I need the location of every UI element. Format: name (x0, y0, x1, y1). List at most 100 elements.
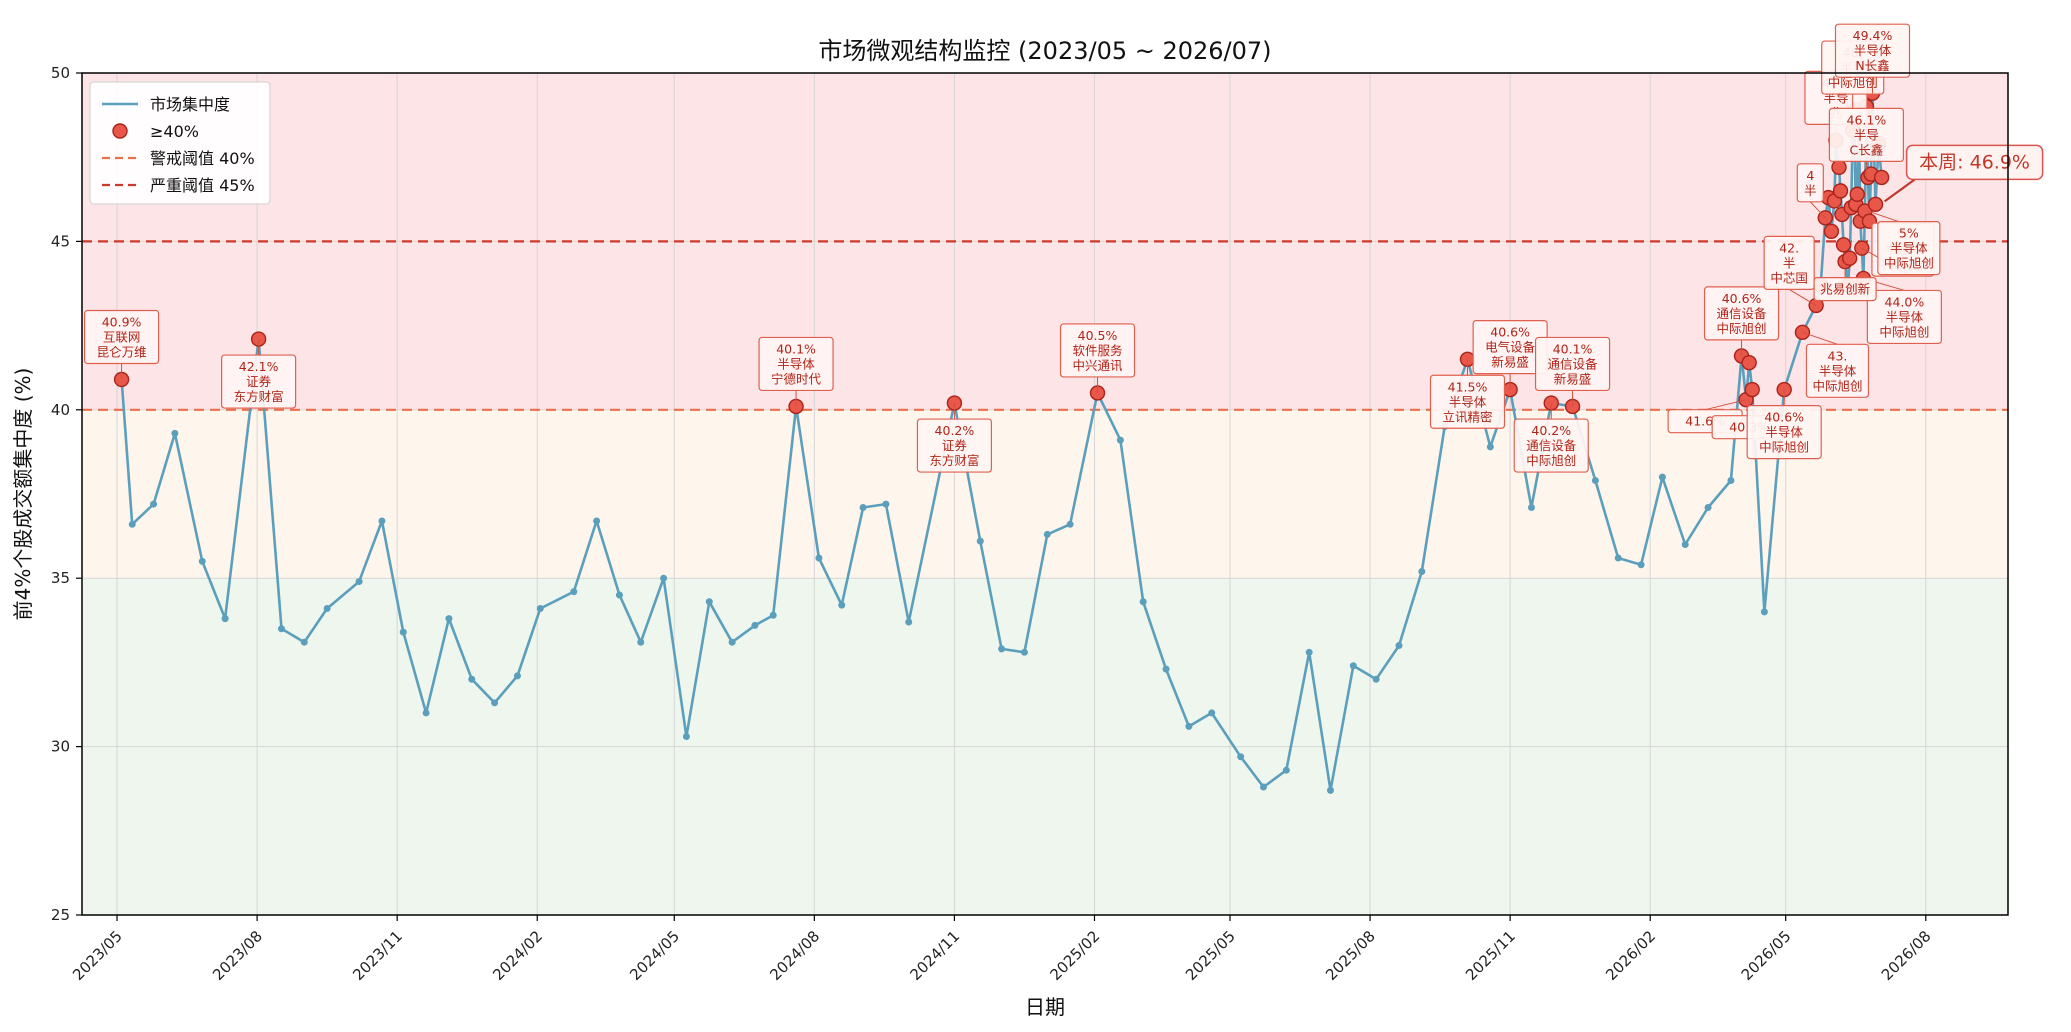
data-point (1259, 783, 1267, 791)
annotation-box (83, 309, 160, 365)
data-point (838, 601, 846, 609)
annotation-text: 证券 (246, 374, 272, 389)
annotation-box (1813, 277, 1877, 302)
data-point (1658, 473, 1666, 481)
annotation-box (1429, 374, 1506, 429)
annotation-text: 半 (1783, 255, 1796, 270)
legend-label: 警戒阈值 40% (150, 149, 255, 168)
annotation-box (1828, 107, 1905, 163)
annotation-text: 宁德时代 (771, 371, 822, 386)
annotation-box (1746, 404, 1822, 460)
annotation-text: 中际旭创 (1884, 256, 1934, 271)
annotation-text: 40.6% (1764, 410, 1804, 425)
annotation-text: 半导体 (777, 356, 815, 371)
data-point (593, 517, 601, 525)
annotation: 兆易创新 (1813, 261, 1877, 302)
x-tick-label: 2025/05 (1182, 927, 1239, 984)
data-point (905, 618, 913, 626)
annotation-box (1866, 289, 1942, 345)
annotation-text: 中际旭创 (1828, 75, 1878, 90)
y-axis: 25 30 35 40 45 50 (51, 64, 82, 924)
annotation-text: 半导体 (1765, 425, 1803, 440)
legend-swatch-point (112, 123, 128, 139)
data-point (1139, 598, 1147, 606)
data-point (491, 699, 499, 707)
annotation: 4半 (1796, 163, 1826, 219)
legend-box (89, 81, 271, 205)
x-tick-label: 2023/05 (69, 927, 126, 984)
x-tick-label: 2025/11 (1462, 927, 1519, 984)
y-tick-label: 30 (51, 738, 70, 756)
x-tick-label: 2023/08 (209, 927, 266, 984)
data-point (1066, 520, 1074, 528)
highlight-point (1873, 169, 1890, 186)
x-tick-label: 2024/11 (906, 927, 963, 984)
data-point (171, 429, 179, 437)
annotation-text: 中际旭创 (1526, 453, 1576, 468)
data-point (323, 605, 331, 613)
data-point (1185, 722, 1193, 730)
data-point (1349, 662, 1357, 670)
annotation-text: 40.2% (935, 423, 975, 438)
data-point (682, 732, 690, 740)
highlight-point (1831, 159, 1847, 176)
annotation-text: 通信设备 (1526, 438, 1577, 453)
data-point (1704, 503, 1712, 511)
annotation-text: 通信设备 (1548, 356, 1599, 371)
annotation-leader (1809, 201, 1826, 219)
annotation-text: 40.1% (1553, 341, 1593, 356)
annotation-text: 昆仑万维 (97, 344, 147, 359)
annotation-text: 中际旭创 (1879, 324, 1929, 339)
data-point (300, 638, 308, 646)
data-point (1116, 436, 1124, 444)
plot-frame (81, 72, 2009, 916)
annotation-text: 40.1% (776, 341, 816, 356)
data-point (660, 574, 668, 582)
annotation-text: 4 (1806, 168, 1814, 183)
data-point (728, 638, 736, 646)
data-point (1237, 753, 1245, 761)
data-point (882, 500, 890, 508)
x-tick-label: 2026/08 (1878, 927, 1935, 984)
x-axis: 2023/05 2023/08 2023/11 2024/02 2024/05 2024/… (69, 915, 1935, 984)
data-point (1486, 443, 1494, 451)
data-point (1020, 648, 1028, 656)
annotation-text: 电气设备 (1485, 340, 1536, 355)
annotation-text: 中际旭创 (1717, 321, 1767, 336)
data-point (637, 638, 645, 646)
legend-label: 严重阈值 45% (150, 176, 255, 195)
annotation-box (758, 336, 834, 392)
annotation-leader (1802, 331, 1838, 345)
annotation-text: 5% (1899, 226, 1919, 241)
annotation-text: C长鑫 (1850, 142, 1884, 157)
y-tick-label: 45 (51, 232, 70, 250)
annotation-box (221, 354, 297, 409)
highlight-point (1832, 183, 1849, 199)
x-tick-label: 2024/08 (766, 927, 823, 984)
y-axis-title: 前4%个股成交额集中度 (%) (11, 368, 35, 621)
y-tick-label: 25 (51, 906, 70, 924)
annotation-text: 东方财富 (234, 389, 284, 404)
data-point (1395, 642, 1403, 650)
annotation-text: 40.2% (1531, 423, 1571, 438)
annotation-text: 半导体 (1819, 363, 1857, 378)
annotation-text: 40.6% (1490, 325, 1530, 340)
annotation-leader (1705, 399, 1747, 411)
highlight-point (1867, 196, 1884, 213)
y-tick-label: 40 (51, 401, 70, 419)
annotation-box (1703, 286, 1780, 341)
data-point (221, 615, 229, 623)
annotation-box (916, 418, 993, 473)
data-point (751, 621, 759, 629)
annotation-box (1796, 163, 1824, 203)
annotation-text: 半导体 (1886, 309, 1924, 324)
highlight-point (1744, 381, 1760, 398)
